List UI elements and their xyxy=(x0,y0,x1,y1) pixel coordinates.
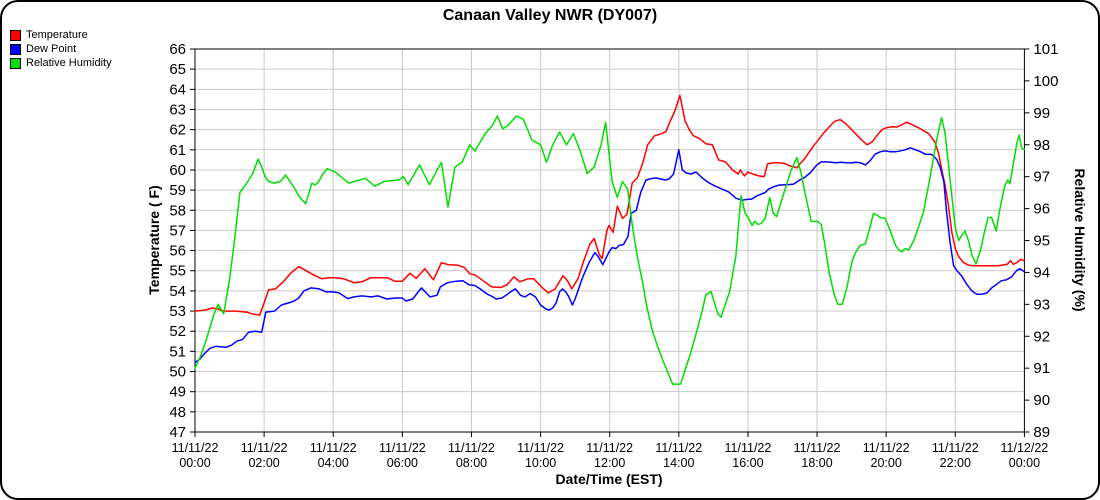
legend-swatch-icon xyxy=(10,43,21,55)
y-tick-label-left: 63 xyxy=(169,101,186,118)
y-tick-label-left: 58 xyxy=(169,202,186,219)
legend-label: Relative Humidity xyxy=(26,56,112,69)
dew-point-line xyxy=(194,147,1026,364)
y-tick-label-left: 51 xyxy=(169,343,186,360)
x-tick-label: 11/11/22 16:00 xyxy=(725,441,772,470)
legend-item-dew-point: Dew Point xyxy=(10,42,112,56)
x-tick-label: 11/11/22 04:00 xyxy=(310,441,357,470)
y-tick-label-left: 57 xyxy=(169,222,186,239)
x-tick-label: 11/11/22 10:00 xyxy=(517,441,564,470)
y-tick-label-left: 48 xyxy=(169,404,186,421)
x-tick-label: 11/11/22 20:00 xyxy=(863,441,910,470)
y-tick-label-left: 64 xyxy=(169,81,186,98)
y-tick-label-right: 101 xyxy=(1033,41,1058,58)
legend-label: Dew Point xyxy=(26,42,77,55)
y-tick-label-right: 94 xyxy=(1033,264,1050,281)
y-tick-label-right: 100 xyxy=(1033,73,1058,90)
y-tick-label-right: 90 xyxy=(1033,392,1050,409)
y-tick-label-right: 92 xyxy=(1033,328,1050,345)
y-tick-label-left: 52 xyxy=(169,323,186,340)
y-tick-label-right: 91 xyxy=(1033,360,1050,377)
legend-item-relative-humidity: Relative Humidity xyxy=(10,56,112,70)
x-tick-label: 11/11/22 22:00 xyxy=(932,441,979,470)
x-tick-label: 11/11/22 02:00 xyxy=(241,441,288,470)
y-tick-label-right: 97 xyxy=(1033,169,1050,186)
y-tick-label-right: 96 xyxy=(1033,201,1050,218)
legend: Temperature Dew Point Relative Humidity xyxy=(10,28,112,70)
gridlines xyxy=(195,49,1025,432)
x-tick-label: 11/11/22 08:00 xyxy=(448,441,495,470)
legend-swatch-icon xyxy=(10,57,21,69)
y-tick-label-right: 95 xyxy=(1033,233,1050,250)
x-axis-label: Date/Time (EST) xyxy=(555,471,663,487)
y-tick-label-right: 89 xyxy=(1033,424,1050,441)
x-tick-label: 11/11/22 18:00 xyxy=(794,441,841,470)
chart-title: Canaan Valley NWR (DY007) xyxy=(442,7,658,24)
y-tick-label-left: 47 xyxy=(169,424,186,441)
y-tick-label-left: 66 xyxy=(169,41,186,58)
axis-tick-labels: 47 48 49 50 51 52 53 54 55 56 57 58 59 60 61 62 63 64 65 66… xyxy=(169,41,1058,470)
x-tick-label: 11/11/22 14:00 xyxy=(655,441,702,470)
y-tick-label-left: 53 xyxy=(169,303,186,320)
y-tick-label-left: 59 xyxy=(169,182,186,199)
x-tick-label: 11/11/22 00:00 xyxy=(172,441,219,470)
y-tick-label-left: 54 xyxy=(169,283,186,300)
y-tick-label-left: 55 xyxy=(169,263,186,280)
y-tick-label-left: 62 xyxy=(169,122,186,139)
y-axis-label-left: Temperature ( F) xyxy=(146,185,162,295)
y-tick-label-right: 98 xyxy=(1033,137,1050,154)
y-tick-label-right: 99 xyxy=(1033,105,1050,122)
x-tick-label: 11/11/22 12:00 xyxy=(586,441,633,470)
legend-swatch-icon xyxy=(10,29,21,41)
legend-label: Temperature xyxy=(26,28,88,41)
y-tick-label-left: 60 xyxy=(169,162,186,179)
y-tick-label-left: 65 xyxy=(169,61,186,78)
y-tick-label-right: 93 xyxy=(1033,296,1050,313)
y-tick-label-left: 49 xyxy=(169,384,186,401)
x-tick-label: 11/11/22 06:00 xyxy=(379,441,426,470)
y-tick-label-left: 56 xyxy=(169,243,186,260)
temperature-line xyxy=(194,94,1026,316)
y-tick-label-left: 50 xyxy=(169,364,186,381)
x-tick-label: 11/12/22 00:00 xyxy=(1001,441,1049,470)
relative-humidity-line xyxy=(194,115,1026,385)
y-tick-label-left: 61 xyxy=(169,142,186,159)
y-axis-label-right: Relative Humidity (%) xyxy=(1072,168,1088,312)
legend-item-temperature: Temperature xyxy=(10,28,112,42)
axis-ticks xyxy=(190,48,1030,437)
